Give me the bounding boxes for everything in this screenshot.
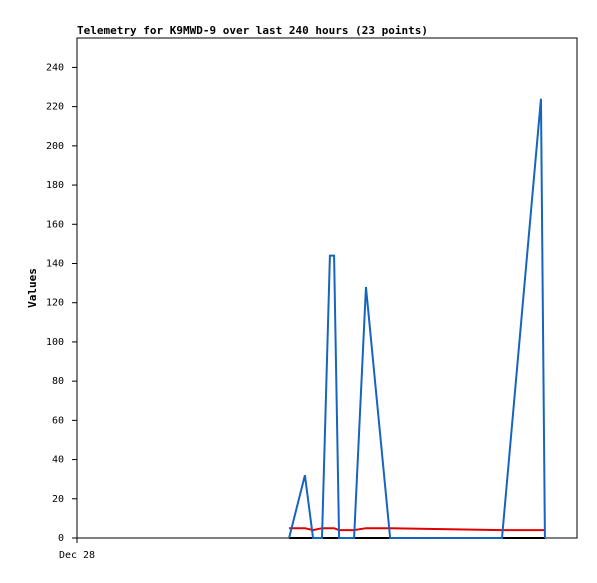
y-tick-label: 200 [46,141,64,152]
x-tick-label: Dec 28 [59,550,95,561]
y-tick-label: 0 [58,533,64,544]
chart-title: Telemetry for K9MWD-9 over last 240 hour… [77,24,428,37]
y-tick-label: 220 [46,102,64,113]
y-tick-label: 80 [52,376,64,387]
y-tick-label: 20 [52,494,64,505]
y-tick-label: 120 [46,298,64,309]
y-tick-label: 240 [46,62,64,73]
y-tick-label: 160 [46,219,64,230]
y-tick-label: 100 [46,337,64,348]
y-tick-label: 180 [46,180,64,191]
y-tick-label: 60 [52,415,64,426]
y-tick-label: 140 [46,258,64,269]
series-line [289,527,545,532]
y-tick-label: 40 [52,455,64,466]
y-axis-label: Values [26,268,39,308]
series-line [288,98,546,539]
plot-frame [76,37,578,539]
